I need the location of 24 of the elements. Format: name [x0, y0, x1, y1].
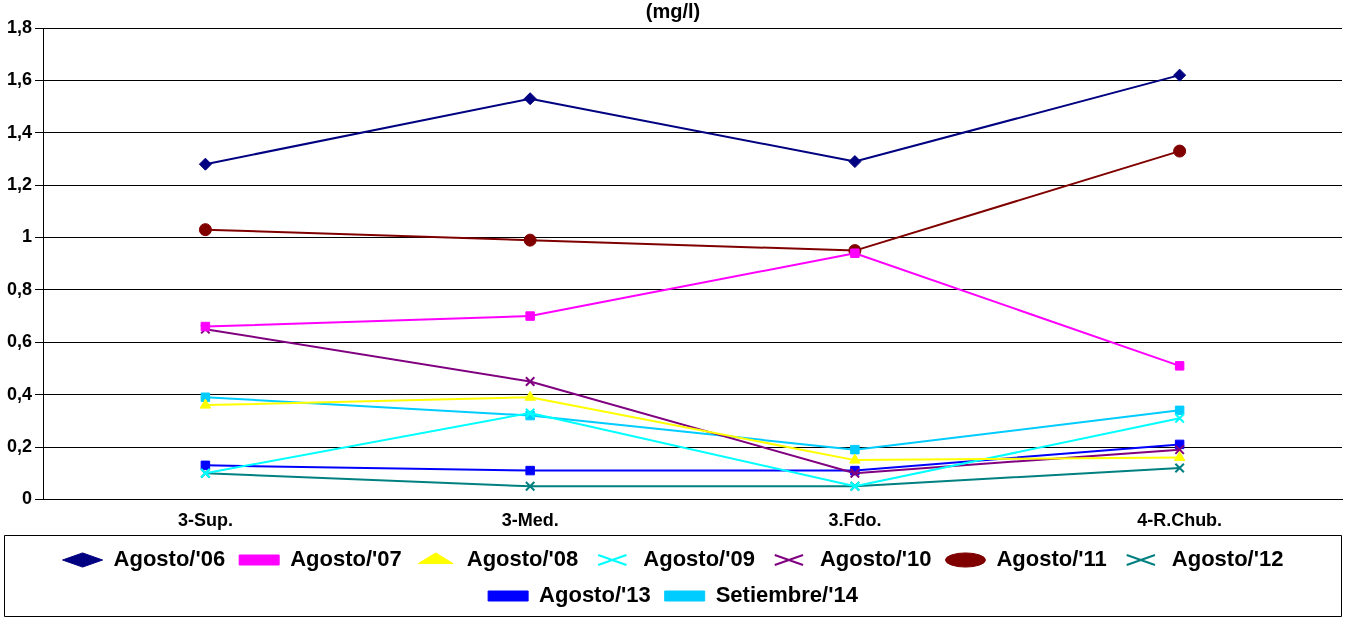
y-tick-label: 1,8	[6, 16, 33, 37]
legend-label: Agosto/'13	[539, 582, 651, 608]
x-tick-label: 3-Med.	[501, 510, 559, 531]
legend-label: Agosto/'07	[290, 546, 402, 572]
y-tick-label: 1	[22, 226, 33, 247]
y-tick-label: 0	[22, 488, 33, 509]
x-tick-label: 3-Sup.	[177, 510, 233, 531]
y-tick-label: 1,6	[6, 69, 33, 90]
y-tick-label: 0,4	[6, 383, 33, 404]
chart-title: (mg/l)	[645, 0, 701, 22]
legend-label: Agosto/'09	[643, 546, 755, 572]
legend-label: Agosto/'12	[1171, 546, 1284, 572]
x-tick-label: 4-R.Chub.	[1137, 510, 1223, 531]
legend-label: Setiembre/'14	[715, 582, 859, 608]
legend-label: Agosto/'10	[819, 546, 932, 572]
legend-label: Agosto/'06	[113, 546, 226, 572]
y-tick-label: 1,2	[6, 174, 33, 195]
legend-label: Agosto/'11	[996, 546, 1107, 572]
x-tick-label: 3.Fdo.	[828, 510, 882, 531]
y-tick-label: 0,8	[6, 278, 33, 299]
y-tick-label: 0,2	[6, 435, 33, 456]
y-tick-label: 0,6	[6, 331, 33, 352]
legend-label: Agosto/'08	[466, 546, 579, 572]
y-tick-label: 1,4	[6, 121, 33, 142]
